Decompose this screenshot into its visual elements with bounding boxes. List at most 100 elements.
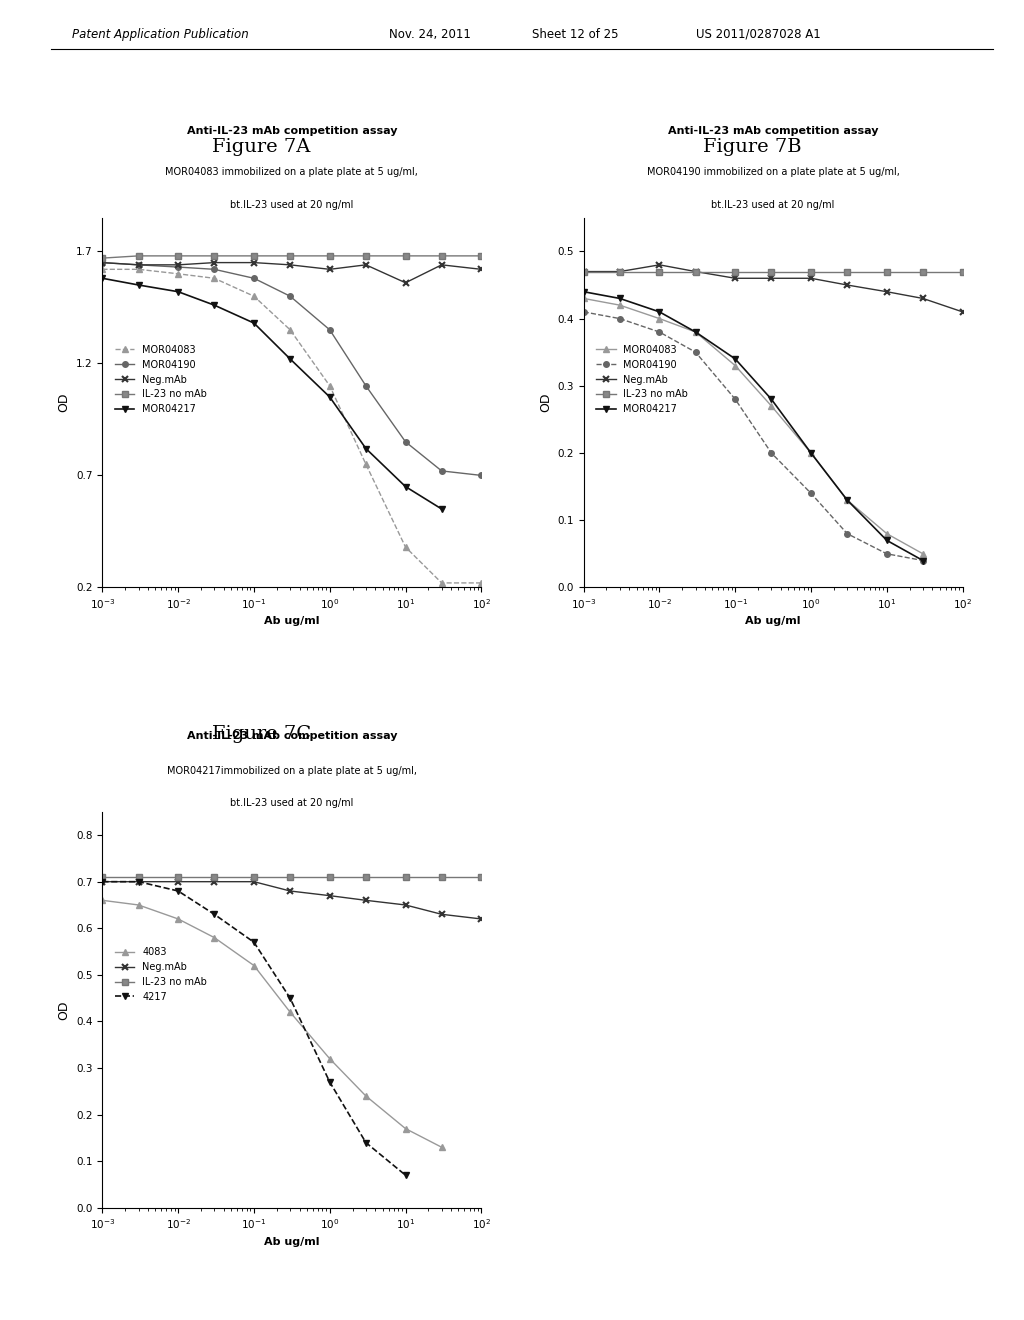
MOR04217 <box>284 351 296 367</box>
MOR04083 <box>172 265 184 281</box>
MOR04190 <box>96 255 109 271</box>
Neg.mAb <box>399 898 412 913</box>
4217 <box>248 935 260 950</box>
Neg.mAb <box>916 290 929 306</box>
MOR04217 <box>765 391 777 407</box>
Text: Figure 7B: Figure 7B <box>703 137 802 156</box>
MOR04083 <box>805 445 817 461</box>
Text: Sheet 12 of 25: Sheet 12 of 25 <box>532 28 618 41</box>
MOR04217 <box>399 479 412 495</box>
Neg.mAb <box>208 874 220 890</box>
MOR04083 <box>765 399 777 414</box>
MOR04217 <box>435 502 447 517</box>
IL-23 no mAb <box>248 248 260 264</box>
IL-23 no mAb <box>956 264 969 280</box>
Neg.mAb <box>248 255 260 271</box>
MOR04217 <box>248 315 260 331</box>
Line: 4083: 4083 <box>99 898 444 1150</box>
IL-23 no mAb <box>805 264 817 280</box>
Neg.mAb <box>689 264 701 280</box>
MOR04083 <box>248 288 260 304</box>
Neg.mAb <box>324 888 336 904</box>
MOR04190 <box>172 259 184 275</box>
MOR04190 <box>399 434 412 450</box>
X-axis label: Ab ug/ml: Ab ug/ml <box>264 616 319 627</box>
IL-23 no mAb <box>172 869 184 884</box>
IL-23 no mAb <box>435 248 447 264</box>
Text: bt.IL-23 used at 20 ng/ml: bt.IL-23 used at 20 ng/ml <box>230 201 353 210</box>
Neg.mAb <box>248 874 260 890</box>
Text: US 2011/0287028 A1: US 2011/0287028 A1 <box>696 28 821 41</box>
4217 <box>172 883 184 899</box>
MOR04217 <box>208 297 220 313</box>
Line: IL-23 no mAb: IL-23 no mAb <box>581 269 966 275</box>
MOR04217 <box>96 271 109 286</box>
IL-23 no mAb <box>613 264 626 280</box>
Neg.mAb <box>132 257 144 273</box>
IL-23 no mAb <box>96 869 109 884</box>
IL-23 no mAb <box>359 248 372 264</box>
IL-23 no mAb <box>172 248 184 264</box>
4083 <box>248 957 260 973</box>
IL-23 no mAb <box>132 869 144 884</box>
MOR04190 <box>208 261 220 277</box>
IL-23 no mAb <box>399 248 412 264</box>
Neg.mAb <box>284 883 296 899</box>
MOR04190 <box>132 257 144 273</box>
Neg.mAb <box>956 304 969 319</box>
Neg.mAb <box>653 257 666 273</box>
MOR04083 <box>653 310 666 326</box>
IL-23 no mAb <box>399 869 412 884</box>
Y-axis label: OD: OD <box>539 393 552 412</box>
IL-23 no mAb <box>475 869 487 884</box>
4083 <box>208 929 220 945</box>
MOR04083 <box>841 492 853 508</box>
4217 <box>324 1074 336 1090</box>
Legend: 4083, Neg.mAb, IL-23 no mAb, 4217: 4083, Neg.mAb, IL-23 no mAb, 4217 <box>111 944 211 1006</box>
Neg.mAb <box>324 261 336 277</box>
X-axis label: Ab ug/ml: Ab ug/ml <box>745 616 801 627</box>
Line: MOR04190: MOR04190 <box>99 260 484 478</box>
MOR04083 <box>578 290 590 306</box>
Line: MOR04190: MOR04190 <box>581 309 926 564</box>
Y-axis label: OD: OD <box>57 1001 71 1019</box>
4217 <box>208 907 220 923</box>
MOR04083 <box>132 261 144 277</box>
4217 <box>132 874 144 890</box>
Neg.mAb <box>475 261 487 277</box>
MOR04190 <box>765 445 777 461</box>
Text: MOR04083 immobilized on a plate plate at 5 ug/ml,: MOR04083 immobilized on a plate plate at… <box>166 168 418 177</box>
4217 <box>399 1167 412 1183</box>
Legend: MOR04083, MOR04190, Neg.mAb, IL-23 no mAb, MOR04217: MOR04083, MOR04190, Neg.mAb, IL-23 no mA… <box>111 341 211 418</box>
MOR04083 <box>916 546 929 562</box>
MOR04083 <box>613 297 626 313</box>
MOR04217 <box>578 284 590 300</box>
Neg.mAb <box>359 257 372 273</box>
MOR04190 <box>324 322 336 338</box>
MOR04217 <box>324 389 336 405</box>
IL-23 no mAb <box>689 264 701 280</box>
Text: bt.IL-23 used at 20 ng/ml: bt.IL-23 used at 20 ng/ml <box>712 201 835 210</box>
MOR04083 <box>435 576 447 591</box>
4083 <box>96 892 109 908</box>
IL-23 no mAb <box>729 264 741 280</box>
Neg.mAb <box>475 911 487 927</box>
4083 <box>132 898 144 913</box>
MOR04083 <box>475 576 487 591</box>
MOR04190 <box>653 325 666 341</box>
Text: Nov. 24, 2011: Nov. 24, 2011 <box>389 28 471 41</box>
IL-23 no mAb <box>284 869 296 884</box>
MOR04217 <box>729 351 741 367</box>
Line: Neg.mAb: Neg.mAb <box>581 261 966 315</box>
MOR04190 <box>805 486 817 502</box>
MOR04190 <box>841 525 853 541</box>
MOR04217 <box>172 284 184 300</box>
Line: MOR04217: MOR04217 <box>581 289 926 564</box>
MOR04190 <box>475 467 487 483</box>
Text: Figure 7C: Figure 7C <box>212 725 310 743</box>
MOR04083 <box>359 457 372 473</box>
IL-23 no mAb <box>475 248 487 264</box>
MOR04083 <box>399 539 412 554</box>
MOR04190 <box>284 288 296 304</box>
X-axis label: Ab ug/ml: Ab ug/ml <box>264 1237 319 1247</box>
